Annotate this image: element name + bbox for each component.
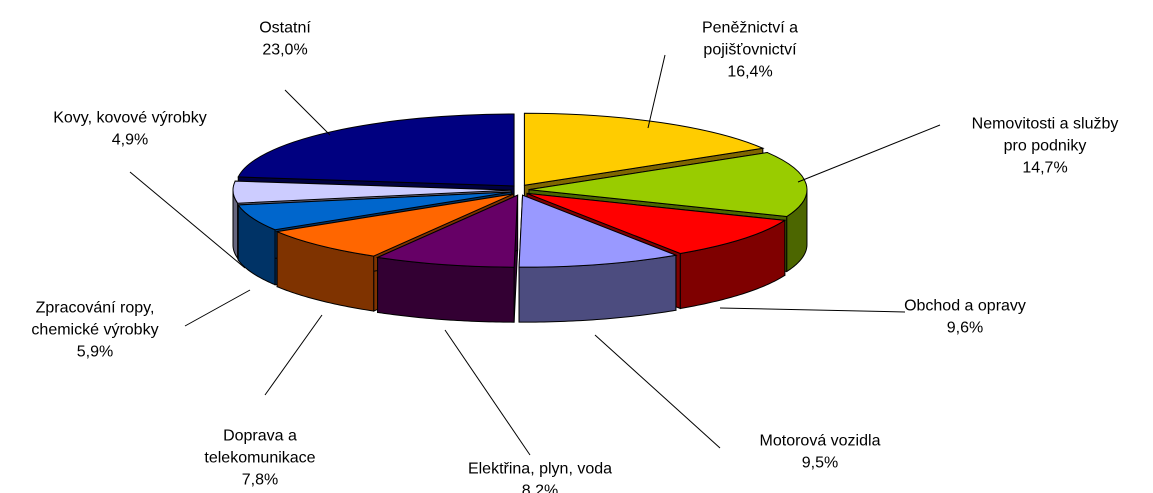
slice-top bbox=[237, 191, 512, 231]
slice-label: Obchod a opravy bbox=[904, 297, 1026, 314]
leader-line bbox=[797, 124, 941, 183]
slice-label: Elektřina, plyn, voda bbox=[468, 460, 612, 477]
leader-line bbox=[647, 54, 666, 129]
slice-label: Zpracování ropy, bbox=[36, 299, 155, 316]
slice-top bbox=[523, 112, 765, 186]
slice-top bbox=[237, 113, 515, 187]
leader-line bbox=[184, 289, 251, 327]
slice-label: Nemovitosti a služby bbox=[972, 115, 1119, 132]
slice-label: chemické výrobky bbox=[31, 321, 158, 338]
slice-label: Ostatní bbox=[259, 19, 311, 36]
slice bbox=[375, 194, 519, 323]
slice-value-label: 9,5% bbox=[802, 454, 838, 471]
slice-label: pojišťovnictví bbox=[703, 41, 797, 58]
slice-label: Doprava a bbox=[223, 427, 297, 444]
slice-top bbox=[375, 194, 519, 268]
slice-value-label: 7,8% bbox=[242, 471, 278, 488]
slice-value-label: 14,7% bbox=[1022, 159, 1067, 176]
slice-top bbox=[518, 194, 678, 268]
slice-top bbox=[275, 193, 514, 257]
slice-top bbox=[526, 192, 787, 254]
slice-label: Peněžnictví a bbox=[702, 19, 798, 36]
leader-line bbox=[594, 334, 721, 449]
slice-value-label: 5,9% bbox=[77, 343, 113, 360]
leader-line bbox=[719, 307, 906, 313]
slice-top bbox=[232, 180, 512, 204]
slice-label: pro podniky bbox=[1004, 137, 1087, 154]
slice-value-label: 8,2% bbox=[522, 482, 558, 493]
slice-value-label: 23,0% bbox=[262, 41, 307, 58]
leader-line bbox=[284, 89, 331, 136]
slice-label: telekomunikace bbox=[204, 449, 315, 466]
slice bbox=[518, 194, 678, 323]
leader-line bbox=[129, 171, 246, 269]
slice-label: Motorová vozidla bbox=[760, 432, 881, 449]
slice-label: Kovy, kovové výrobky bbox=[53, 109, 207, 126]
slice-top bbox=[528, 152, 808, 218]
slice-value-label: 4,9% bbox=[112, 131, 148, 148]
leader-line bbox=[264, 314, 323, 396]
slice-value-label: 16,4% bbox=[727, 63, 772, 80]
leader-line bbox=[444, 329, 531, 456]
slice-value-label: 9,6% bbox=[947, 319, 983, 336]
